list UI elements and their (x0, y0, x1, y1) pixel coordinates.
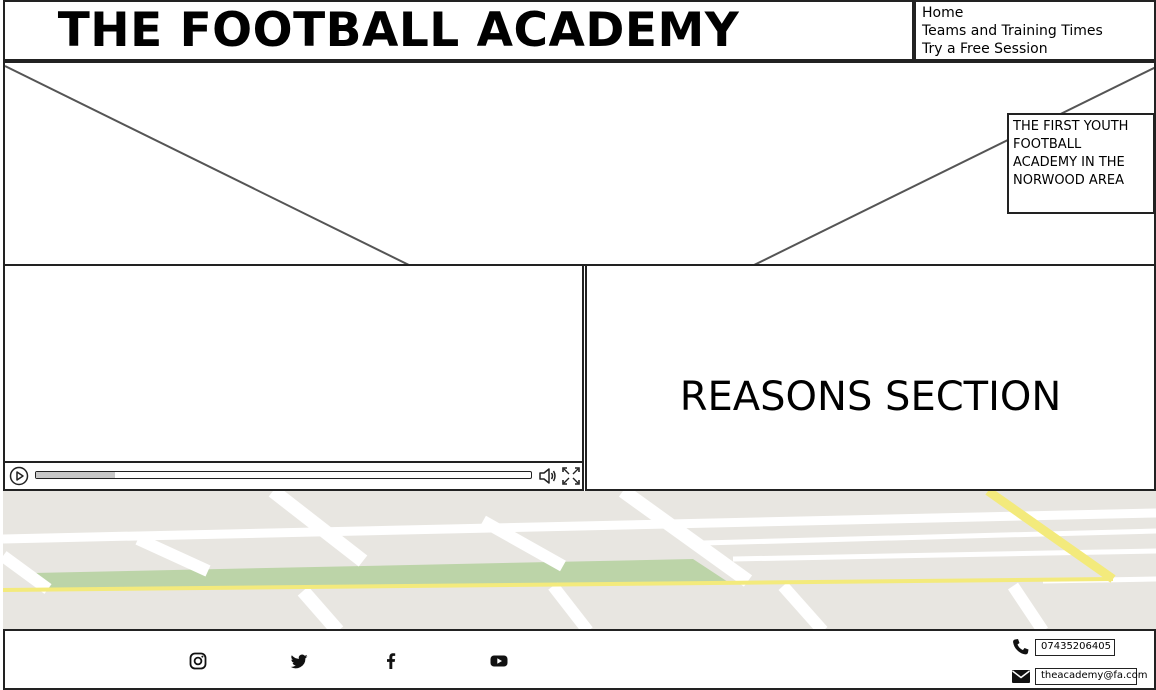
phone-icon (1011, 638, 1031, 656)
fullscreen-icon[interactable] (561, 466, 581, 486)
video-progress-fill (36, 472, 116, 478)
nav-menu: Home Teams and Training Times Try a Free… (914, 0, 1156, 61)
instagram-icon[interactable] (188, 651, 208, 671)
email-address[interactable]: theacademy@fa.com (1035, 668, 1148, 685)
phone-number: 07435206405 (1035, 639, 1115, 656)
video-player[interactable] (3, 264, 584, 491)
envelope-icon (1011, 667, 1031, 685)
hero-placeholder-cross (5, 65, 1154, 264)
reasons-title: REASONS SECTION (679, 373, 1062, 420)
twitter-icon[interactable] (289, 651, 309, 671)
site-title: THE FOOTBALL ACADEMY (57, 3, 740, 58)
reasons-section: REASONS SECTION (585, 264, 1156, 491)
youtube-icon[interactable] (489, 651, 509, 671)
nav-link-free-session[interactable]: Try a Free Session (922, 41, 1048, 57)
footer: 07435206405 theacademy@fa.com (3, 629, 1156, 690)
map[interactable] (3, 491, 1156, 631)
video-progress-bar[interactable] (35, 471, 532, 479)
header-title-box: THE FOOTBALL ACADEMY (3, 0, 914, 61)
hero-image-placeholder: THE FIRST YOUTH FOOTBALL ACADEMY IN THE … (3, 61, 1156, 266)
nav-link-teams-training[interactable]: Teams and Training Times (922, 23, 1103, 39)
volume-icon[interactable] (538, 466, 558, 486)
video-controls (5, 461, 582, 489)
facebook-icon[interactable] (381, 651, 401, 671)
map-graphic (3, 491, 1156, 631)
nav-link-home[interactable]: Home (922, 5, 964, 21)
hero-tagline: THE FIRST YOUTH FOOTBALL ACADEMY IN THE … (1007, 113, 1154, 214)
play-icon[interactable] (9, 466, 29, 486)
